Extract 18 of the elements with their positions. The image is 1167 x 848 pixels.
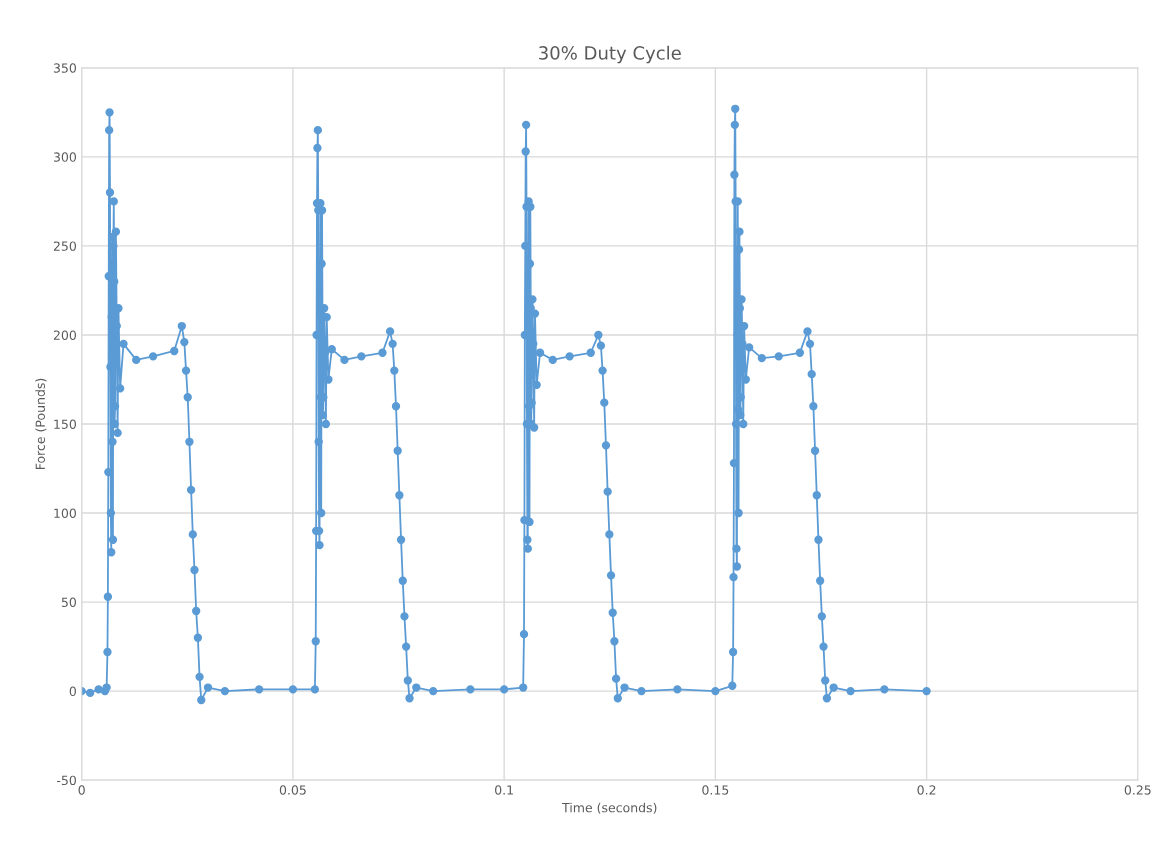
y-tick-label: 100 <box>54 508 76 518</box>
y-tick-label: 150 <box>54 419 76 429</box>
y-tick-label: 350 <box>53 63 76 73</box>
x-tick-label: 0.25 <box>1124 785 1151 795</box>
x-tick-label: 0.1 <box>495 785 513 795</box>
y-tick-label: 0 <box>69 686 76 697</box>
y-tick-label: -50 <box>57 775 76 786</box>
y-tick-label: 250 <box>53 241 76 251</box>
y-tick-label: 200 <box>53 330 76 340</box>
x-axis-title: Time (seconds) <box>562 802 657 814</box>
x-tick-label: 0.05 <box>279 785 306 795</box>
y-tick-label: 50 <box>61 597 76 608</box>
y-axis-title: Force (Pounds) <box>35 378 47 470</box>
chart-title: 30% Duty Cycle <box>539 45 681 64</box>
y-tick-label: 300 <box>53 152 76 162</box>
x-tick-label: 0 <box>78 785 85 795</box>
x-tick-label: 0.2 <box>917 785 936 795</box>
x-tick-label: 0.15 <box>702 785 729 795</box>
